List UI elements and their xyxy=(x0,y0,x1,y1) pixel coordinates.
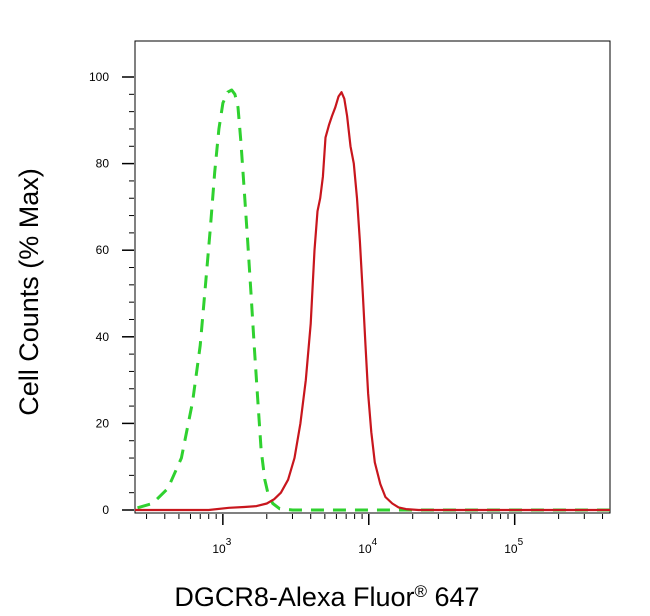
x-axis-title-main: DGCR8-Alexa Fluor xyxy=(174,582,414,612)
control-histogram-line xyxy=(137,88,610,512)
x-tick-label: 104 xyxy=(358,537,377,556)
y-axis: 0 20 40 60 80 100 xyxy=(89,70,134,517)
x-axis-title-registered: ® xyxy=(414,582,427,601)
y-tick-label: 80 xyxy=(96,157,110,171)
x-axis: 103 104 105 xyxy=(146,514,604,556)
y-tick-label: 0 xyxy=(102,503,109,517)
x-axis-title: DGCR8-Alexa Fluor® 647 xyxy=(174,582,479,612)
x-axis-title-tail: 647 xyxy=(427,582,480,612)
y-tick-label: 40 xyxy=(96,330,110,344)
series-layer xyxy=(135,88,610,512)
x-tick-label: 103 xyxy=(212,537,231,556)
plot-area-frame xyxy=(134,40,611,514)
y-tick-label: 100 xyxy=(89,70,109,84)
x-tick-label: 105 xyxy=(504,537,523,556)
y-tick-label: 20 xyxy=(96,416,110,430)
y-tick-label: 60 xyxy=(96,243,110,257)
y-axis-title: Cell Counts (% Max) xyxy=(14,168,44,416)
sample-histogram-line xyxy=(135,91,610,512)
